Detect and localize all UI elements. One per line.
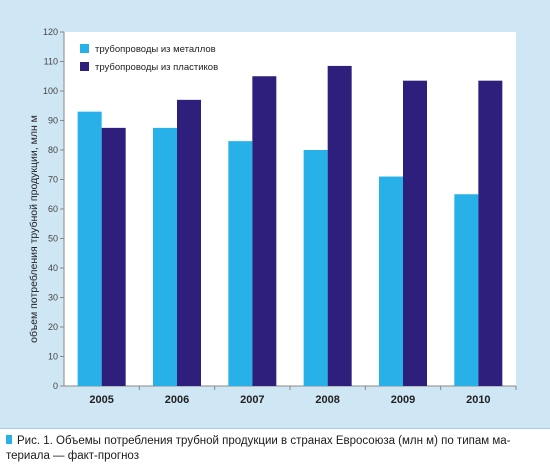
caption-marker-icon <box>6 435 12 444</box>
y-tick-label: 40 <box>48 263 58 273</box>
bar-2009-series-2 <box>403 80 427 387</box>
bar-chart: 0 10 20 30 40 50 60 70 80 90 100 110 120 2005 2006 2007… <box>28 27 517 406</box>
plot-area <box>64 32 516 386</box>
y-tick-label: 30 <box>48 293 58 303</box>
bar-2008-series-1 <box>303 150 328 386</box>
y-tick-label: 70 <box>48 175 58 185</box>
x-tick-label: 2010 <box>466 394 490 406</box>
bar-2007-series-1 <box>228 141 253 386</box>
bar-2005-series-1 <box>77 111 102 387</box>
legend-label-2: трубопроводы из пластиков <box>95 62 218 73</box>
y-tick-label: 90 <box>48 116 58 126</box>
x-tick-label: 2008 <box>315 394 339 406</box>
chart-panel: 0 10 20 30 40 50 60 70 80 90 100 110 120 2005 2006 2007… <box>0 0 550 429</box>
y-tick-label: 0 <box>53 381 58 391</box>
legend-swatch-2 <box>80 62 89 71</box>
bar-2006-series-2 <box>177 99 201 386</box>
y-tick-label: 20 <box>48 322 58 332</box>
bar-2007-series-2 <box>252 76 277 386</box>
legend-swatch-1 <box>80 44 89 53</box>
x-tick-label: 2006 <box>165 394 189 406</box>
y-tick-label: 10 <box>48 352 58 362</box>
y-tick-label: 110 <box>44 57 58 67</box>
bar-2005-series-2 <box>101 127 126 386</box>
x-tick-label: 2005 <box>89 394 113 406</box>
bar-2009-series-1 <box>379 176 403 386</box>
bar-2010-series-1 <box>454 194 479 386</box>
y-axis-label: объем потребления трубной продукции, млн… <box>28 115 40 343</box>
bar-2010-series-2 <box>478 80 503 387</box>
legend-label-1: трубопроводы из металлов <box>95 44 216 55</box>
bar-2006-series-1 <box>153 127 177 386</box>
y-tick-label: 80 <box>48 145 58 155</box>
figure-caption: Рис. 1. Объемы потребления трубной проду… <box>6 434 544 464</box>
caption-text: Рис. 1. Объемы потребления трубной проду… <box>6 435 511 462</box>
x-tick-label: 2007 <box>240 394 264 406</box>
y-tick-label: 60 <box>48 204 58 214</box>
bar-2008-series-2 <box>327 65 352 387</box>
x-tick-label: 2009 <box>391 394 415 406</box>
y-tick-label: 120 <box>43 27 58 37</box>
y-tick-label: 100 <box>43 86 58 96</box>
y-tick-label: 50 <box>48 234 58 244</box>
